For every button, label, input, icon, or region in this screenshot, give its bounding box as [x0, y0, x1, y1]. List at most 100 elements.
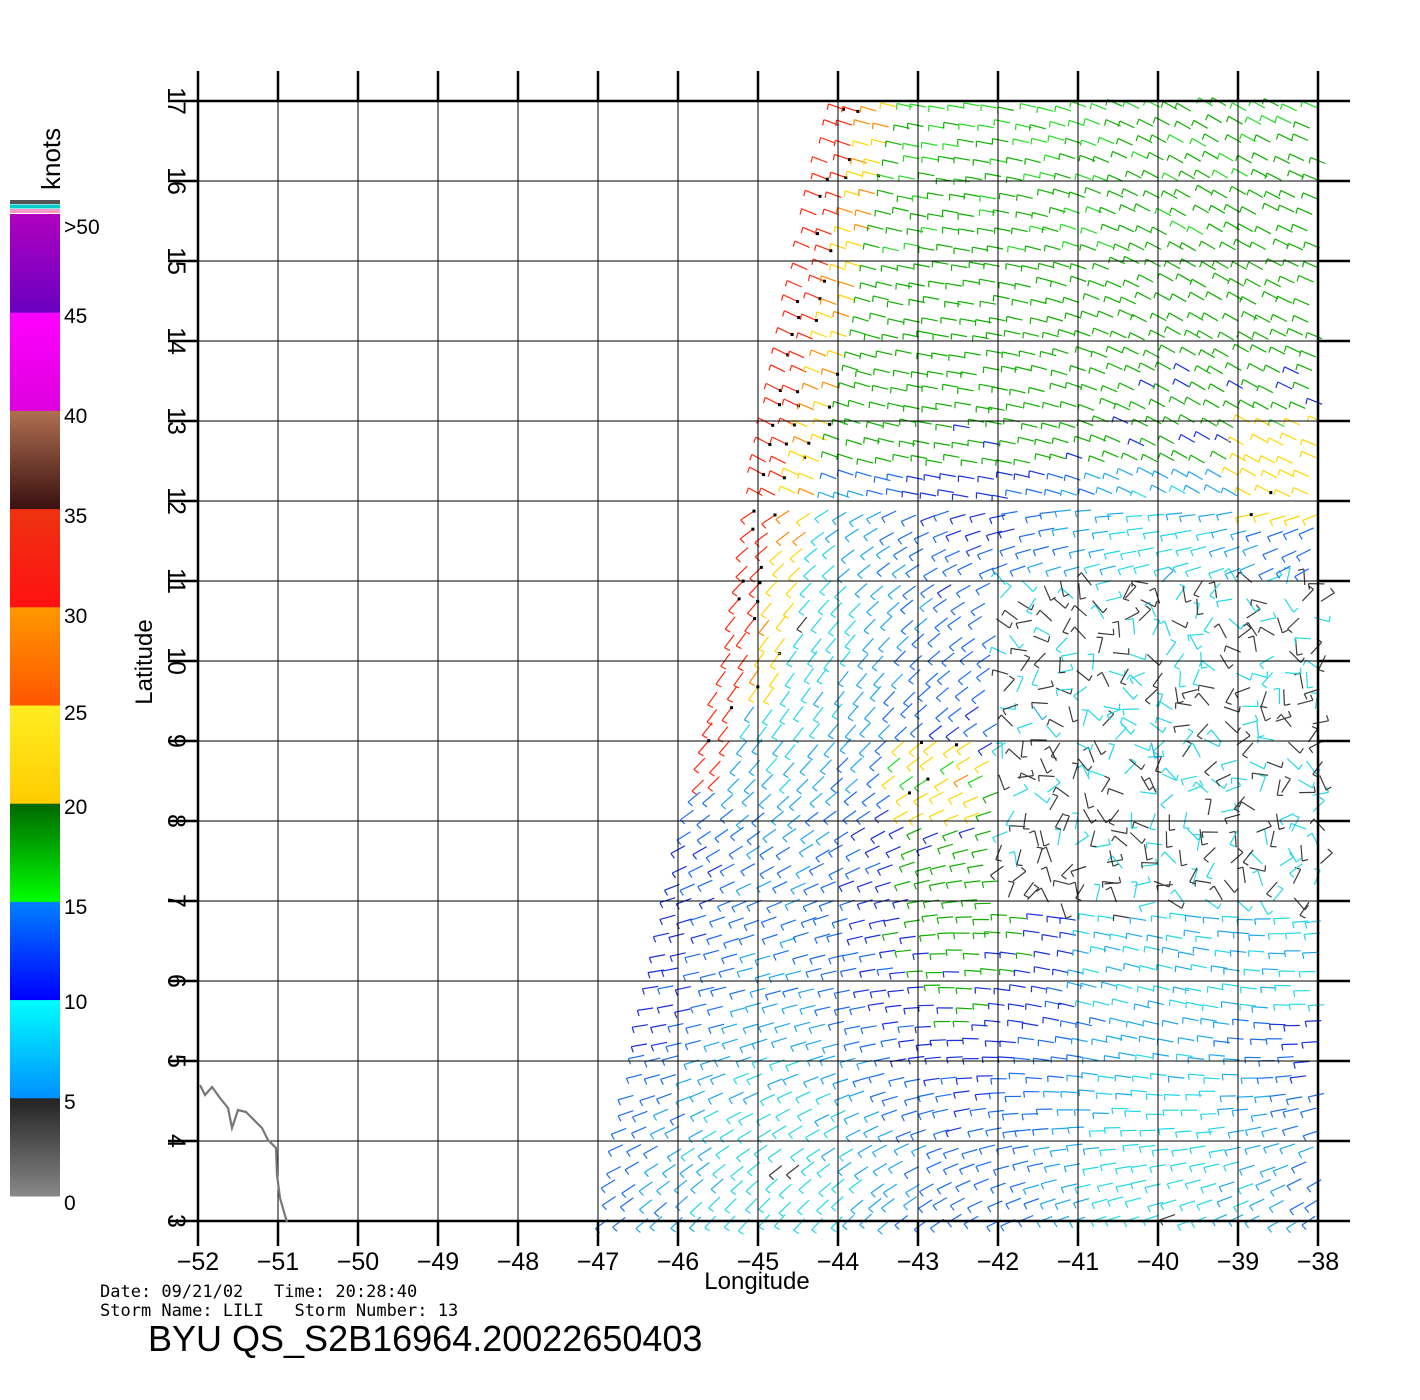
wind-vector: [810, 617, 822, 631]
wind-vector: [1214, 272, 1229, 282]
wind-vector: [988, 1109, 1005, 1113]
wind-barb: [1036, 189, 1039, 196]
wind-barb: [720, 804, 727, 810]
wind-vector: [1094, 843, 1111, 848]
wind-vector: [1035, 438, 1052, 444]
wind-vector: [1098, 310, 1114, 318]
wind-vector: [650, 1023, 667, 1029]
wind-vector: [727, 778, 740, 791]
wind-barb: [704, 1227, 711, 1232]
wind-barb: [929, 1227, 935, 1233]
wind-barb: [845, 439, 848, 446]
wind-vector: [1252, 168, 1268, 178]
wind-vector: [1092, 530, 1109, 534]
wind-barb: [821, 381, 824, 389]
wind-barb: [1163, 326, 1168, 333]
wind-barb: [1195, 1132, 1199, 1139]
wind-vector: [1007, 882, 1015, 898]
wind-vector: [991, 742, 1006, 752]
wind-vector: [950, 601, 965, 612]
wind-vector: [963, 279, 980, 284]
wind-vector: [1078, 583, 1081, 600]
wind-vector: [1207, 468, 1222, 478]
wind-vector: [1091, 1198, 1108, 1204]
wind-barb: [839, 971, 844, 978]
wind-vector: [1055, 687, 1071, 695]
wind-barb: [1160, 851, 1166, 858]
wind-barb: [863, 1117, 868, 1124]
wind-barb: [1064, 382, 1068, 389]
wind-barb: [894, 951, 898, 958]
wind-barb: [785, 1174, 792, 1180]
wind-barb: [787, 450, 791, 457]
wind-vector: [1258, 384, 1274, 394]
wind-barb: [749, 682, 755, 686]
wind-barb: [770, 1042, 775, 1049]
wind-barb: [885, 227, 888, 234]
wind-barb: [650, 1045, 655, 1052]
rain-flag-dot: [920, 741, 923, 744]
wind-barb: [1186, 471, 1190, 478]
wind-vector: [1301, 1041, 1318, 1044]
wind-barb: [1242, 754, 1248, 759]
wind-vector: [1239, 1164, 1255, 1171]
wind-vector: [987, 245, 1004, 250]
wind-barb: [897, 1027, 900, 1034]
wind-vector: [786, 650, 797, 665]
wind-barb: [1180, 1110, 1183, 1117]
wind-barb: [897, 539, 903, 545]
wind-vector: [982, 723, 998, 733]
wind-vector: [657, 1004, 674, 1009]
wind-barb: [1190, 1222, 1196, 1229]
wind-barb: [841, 955, 846, 962]
wind-vector: [920, 492, 937, 497]
wind-barb: [810, 629, 817, 634]
wind-barb: [900, 630, 907, 636]
wind-barb: [1161, 750, 1165, 757]
wind-barb: [935, 697, 942, 703]
wind-barb: [630, 1046, 634, 1053]
wind-vector: [908, 298, 925, 304]
wind-barb: [1127, 438, 1131, 445]
wind-vector: [823, 1125, 839, 1135]
wind-barb: [833, 226, 836, 233]
wind-barb: [1174, 533, 1178, 540]
wind-vector: [1168, 154, 1184, 164]
wind-barb: [1330, 587, 1335, 594]
wind-barb: [765, 1189, 771, 1194]
wind-vector: [940, 1076, 957, 1080]
wind-vector: [1145, 349, 1160, 359]
wind-barb: [1171, 1150, 1174, 1157]
wind-barb: [1291, 922, 1295, 929]
wind-barb: [1170, 450, 1174, 457]
legend-top-stripe: [10, 204, 60, 209]
wind-vector: [1294, 568, 1309, 578]
wind-barb: [1292, 470, 1295, 477]
wind-vector: [1029, 470, 1045, 476]
wind-vector: [942, 226, 959, 231]
wind-vector: [644, 1163, 659, 1173]
wind-vector: [868, 1198, 882, 1209]
wind-vector: [827, 620, 840, 634]
wind-barb: [1273, 1004, 1276, 1011]
wind-barb: [1260, 470, 1264, 477]
wind-vector: [1208, 365, 1224, 375]
wind-barb: [995, 859, 1002, 862]
wind-barb: [991, 751, 997, 757]
wind-barb: [1018, 643, 1024, 649]
wind-vector: [953, 424, 970, 429]
wind-vector: [1158, 700, 1173, 711]
wind-barb: [962, 1058, 965, 1065]
wind-barb: [1291, 133, 1294, 140]
wind-vector: [1204, 399, 1220, 409]
wind-barb: [1018, 772, 1022, 779]
wind-vector: [771, 1037, 787, 1044]
wind-barb: [1052, 549, 1056, 556]
wind-vector: [1047, 315, 1064, 322]
wind-vector: [962, 796, 979, 804]
wind-barb: [1251, 331, 1255, 338]
wind-vector: [782, 294, 798, 303]
wind-barb: [1138, 906, 1143, 913]
wind-vector: [738, 1112, 754, 1122]
wind-barb: [935, 717, 941, 723]
